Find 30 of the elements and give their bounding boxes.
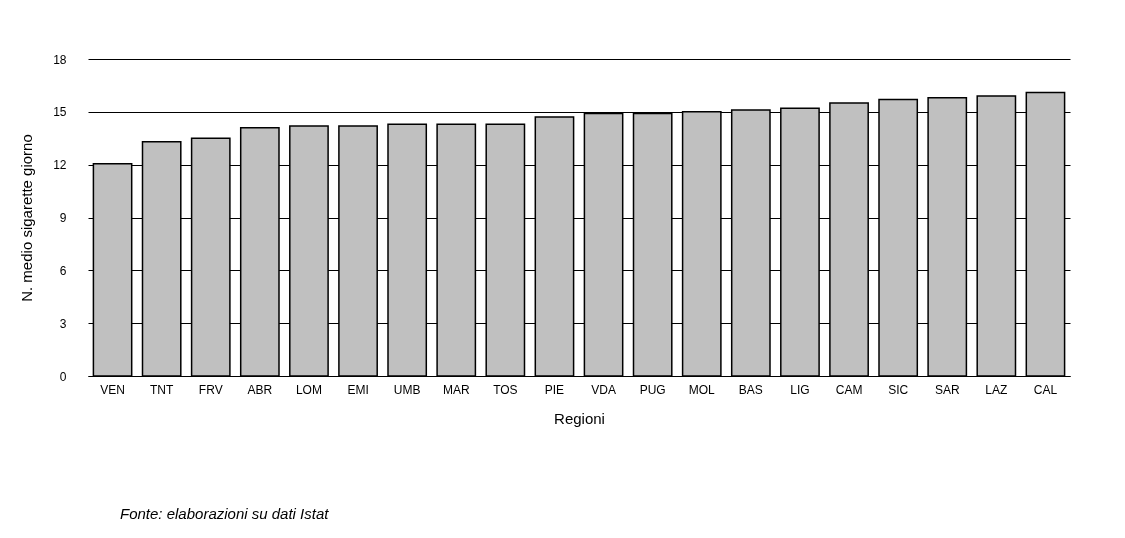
x-tick-label: SAR (934, 382, 960, 397)
x-tick-label: TNT (149, 382, 174, 397)
x-tick-label: SIC (888, 382, 909, 397)
x-tick-label: TOS (493, 382, 518, 397)
x-tick-label: LOM (295, 382, 322, 397)
x-tick-label: UMB (393, 382, 421, 397)
x-tick-label: LIG (790, 382, 810, 397)
y-tick-label: 3 (59, 316, 67, 331)
y-tick-label: 15 (53, 105, 67, 120)
x-tick-label: ABR (247, 382, 273, 397)
x-tick-label: LAZ (985, 382, 1008, 397)
x-tick-label: MAR (442, 382, 470, 397)
y-tick-label: 12 (53, 158, 67, 173)
source-note: Fonte: elaborazioni su dati Istat (120, 505, 329, 522)
x-tick-label: EMI (347, 382, 369, 397)
x-tick-label: VDA (591, 382, 616, 397)
x-tick-label: CAM (835, 382, 863, 397)
x-tick-label: CAL (1033, 382, 1058, 397)
x-tick-label: FRV (198, 382, 223, 397)
y-tick-label: 9 (59, 211, 67, 225)
x-tick-label: VEN (100, 382, 125, 397)
x-axis-title: Regioni (554, 409, 605, 427)
y-tick-label: 0 (59, 369, 67, 384)
x-tick-label: MOL (688, 382, 716, 397)
x-tick-label: BAS (738, 382, 763, 397)
x-tick-label: PUG (639, 382, 666, 397)
y-tick-label: 6 (59, 263, 67, 278)
x-tick-label: PIE (544, 382, 565, 397)
y-tick-label: 18 (53, 52, 67, 67)
y-axis-title: N. medio sigarette giorno (18, 134, 36, 302)
